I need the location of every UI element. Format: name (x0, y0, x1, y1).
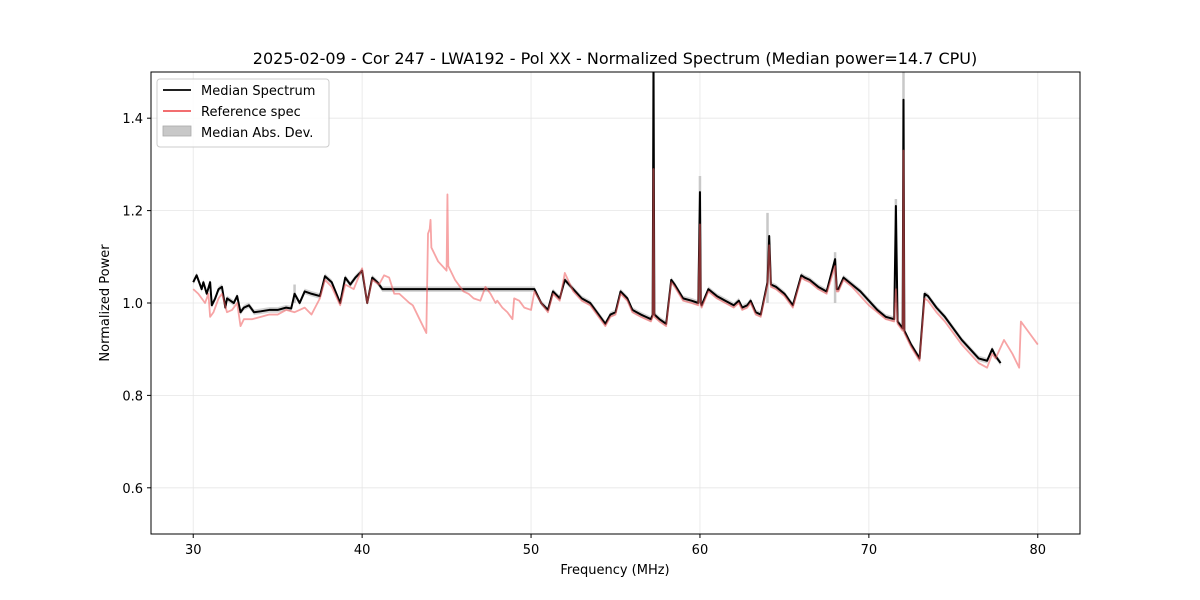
y-axis-label: Normalized Power (98, 244, 113, 362)
legend-box (156, 78, 330, 148)
x-tick-label: 80 (1029, 543, 1046, 558)
y-tick-label: 1.4 (122, 112, 143, 127)
x-axis-label: Frequency (MHz) (560, 563, 669, 578)
plot-frame (150, 71, 1081, 535)
data-area (192, 72, 1039, 369)
y-tick-label: 0.8 (122, 389, 143, 404)
y-tick-label: 1.0 (122, 297, 143, 312)
chart-title: 2025-02-09 - Cor 247 - LWA192 - Pol XX -… (253, 49, 977, 68)
legend-median-label: Median Spectrum (201, 84, 315, 99)
legend-mad-swatch (162, 125, 192, 137)
legend-reference-label: Reference spec (201, 105, 301, 120)
legend: Median Spectrum Reference spec Median Ab… (156, 78, 330, 148)
x-tick-label: 70 (861, 543, 878, 558)
x-tick-label: 50 (523, 543, 540, 558)
x-tick-label: 40 (354, 543, 371, 558)
y-tick-label: 1.2 (122, 205, 143, 220)
y-tick-label: 0.6 (122, 482, 143, 497)
x-tick-label: 30 (185, 543, 202, 558)
x-tick-label: 60 (692, 543, 709, 558)
axes: 30 40 50 60 70 80 0.6 0.8 1.0 1.2 1.4 (122, 71, 1081, 558)
median-spectrum-line (192, 72, 1002, 364)
reference-spectrum-line (192, 149, 1039, 369)
legend-mad-label: Median Abs. Dev. (201, 126, 313, 141)
